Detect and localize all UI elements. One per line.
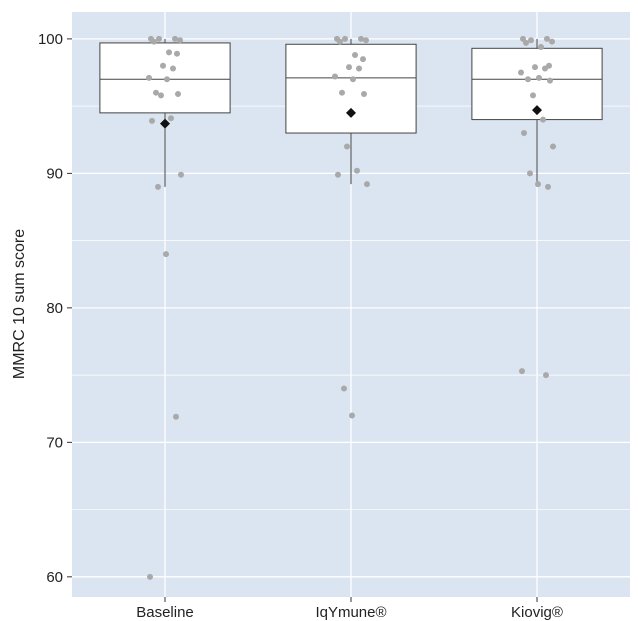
data-point: [170, 65, 176, 72]
y-tick-label: 80: [46, 300, 63, 317]
data-point: [542, 65, 548, 72]
data-point: [168, 115, 174, 122]
data-point: [550, 143, 556, 150]
data-point: [352, 52, 358, 59]
data-point: [175, 91, 181, 98]
data-point: [535, 181, 541, 188]
data-point: [547, 77, 553, 84]
data-point: [525, 76, 531, 83]
data-point: [172, 35, 178, 42]
data-point: [158, 92, 164, 99]
data-point: [160, 62, 166, 69]
data-point: [360, 56, 366, 63]
y-axis-ticks: 60 70 80 90 100: [38, 31, 72, 586]
data-point: [339, 89, 345, 96]
y-axis-title: MMRC 10 sum score: [11, 229, 28, 379]
data-point: [337, 38, 343, 45]
data-point: [530, 92, 536, 99]
data-point: [177, 37, 183, 44]
data-point: [364, 181, 370, 188]
data-point: [521, 130, 527, 137]
x-tick-label: Baseline: [136, 604, 194, 621]
data-point: [540, 116, 546, 123]
box-iqr: [285, 43, 417, 134]
x-axis-ticks: Baseline IqYmune® Kiovig®: [136, 597, 563, 621]
data-point: [163, 251, 169, 258]
data-point: [527, 170, 533, 177]
data-point: [174, 50, 180, 57]
x-tick-label: Kiovig®: [511, 604, 563, 621]
data-point: [528, 37, 534, 44]
data-point: [544, 35, 550, 42]
data-point: [518, 69, 524, 76]
y-tick-label: 60: [46, 569, 63, 586]
data-point: [532, 64, 538, 71]
data-point: [358, 35, 364, 42]
data-point: [346, 64, 352, 71]
data-point: [153, 89, 159, 96]
data-point: [164, 76, 170, 83]
data-point: [146, 74, 152, 81]
y-tick-label: 90: [46, 165, 63, 182]
data-point: [519, 368, 525, 375]
data-point: [354, 167, 360, 174]
data-point: [549, 38, 555, 45]
mean-markers: [160, 105, 542, 129]
mean-marker: [532, 105, 542, 116]
y-tick-label: 100: [38, 31, 63, 48]
data-point: [178, 171, 184, 178]
data-point: [166, 49, 172, 56]
data-point: [523, 39, 529, 46]
data-point: [538, 43, 544, 50]
data-point: [361, 91, 367, 98]
data-point: [341, 385, 347, 392]
data-point: [344, 143, 350, 150]
x-tick-label: IqYmune®: [315, 604, 386, 621]
mean-marker: [346, 107, 356, 118]
y-tick-label: 70: [46, 434, 63, 451]
data-point: [342, 35, 348, 42]
data-point: [335, 171, 341, 178]
data-point: [543, 372, 549, 379]
data-point: [151, 38, 157, 45]
mean-marker: [160, 118, 170, 129]
data-point: [545, 183, 551, 190]
data-point: [536, 74, 542, 81]
data-point: [147, 573, 153, 580]
data-point: [149, 117, 155, 124]
data-point: [349, 412, 355, 419]
data-point: [350, 76, 356, 83]
data-point: [173, 413, 179, 420]
data-point: [156, 35, 162, 42]
data-points: [146, 35, 556, 580]
data-point: [356, 65, 362, 72]
data-point: [363, 37, 369, 44]
data-point: [332, 73, 338, 80]
data-point: [155, 183, 161, 190]
